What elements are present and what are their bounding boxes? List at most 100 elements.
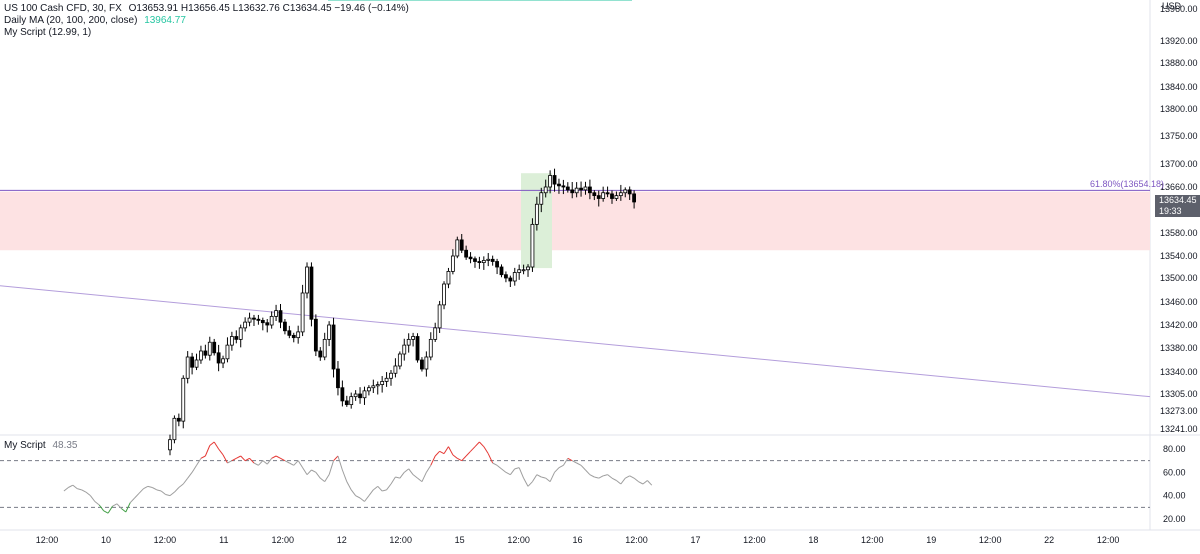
osc-segment-28 (187, 472, 193, 479)
osc-segment-89 (457, 457, 462, 462)
candle-body-68 (468, 256, 473, 260)
osc-segment-119 (589, 474, 595, 478)
osc-segment-2 (72, 484, 78, 490)
candle-body-4 (185, 356, 190, 379)
candle-body-6 (194, 359, 199, 368)
zones-layer (0, 173, 1150, 269)
candle-body-41 (349, 396, 354, 406)
candle-body-83 (534, 203, 539, 225)
supply-zone[interactable] (0, 191, 1150, 251)
osc-segment-101 (509, 468, 516, 475)
candle-body-102 (618, 192, 623, 197)
candle-body-29 (296, 331, 301, 339)
osc-segment-90 (461, 455, 467, 462)
candle-body-67 (464, 249, 469, 258)
time-label-12: 12:00 (743, 535, 766, 545)
time-label-5: 12 (337, 535, 347, 545)
time-label-16: 12:00 (979, 535, 1002, 545)
candle-body-105 (632, 193, 636, 203)
script-legend[interactable]: My Script (12.99, 1) (4, 26, 91, 39)
oscillator-legend[interactable]: My Script 48.35 (4, 439, 77, 452)
osc-segment-129 (633, 477, 639, 483)
osc-segment-13 (121, 508, 127, 513)
osc-segment-92 (470, 446, 476, 452)
osc-segment-81 (421, 472, 427, 482)
osc-segment-10 (107, 505, 113, 514)
candle-body-88 (557, 183, 561, 187)
candle-body-69 (473, 258, 477, 262)
daily-ma-legend[interactable]: Daily MA (20, 100, 200, close) 13964.77 (4, 14, 186, 27)
last-price-tag: 13634.45 19:33 (1155, 195, 1200, 217)
candle-body-64 (450, 255, 455, 272)
candle-body-104 (627, 189, 632, 195)
osc-segment-69 (368, 489, 374, 496)
candle-body-5 (190, 356, 195, 368)
price-tick-label-3: 13840.00 (1160, 82, 1198, 92)
price-tick-label-9: 13580.00 (1160, 228, 1198, 238)
osc-segment-91 (465, 450, 471, 457)
time-label-11: 17 (690, 535, 700, 545)
last-price-value: 13634.45 (1159, 195, 1197, 205)
osc-segment-80 (417, 477, 423, 483)
script-label: My Script (12.99, 1) (4, 27, 92, 38)
osc-segment-33 (209, 441, 215, 446)
osc-segment-130 (638, 481, 644, 485)
osc-segment-114 (567, 457, 573, 462)
candle-body-37 (331, 324, 336, 370)
osc-segment-105 (527, 481, 533, 487)
osc-segment-88 (452, 454, 458, 459)
osc-segment-3 (77, 488, 82, 491)
candle-body-80 (521, 269, 526, 272)
candle-body-35 (322, 338, 327, 358)
candle-body-50 (389, 372, 393, 379)
candle-body-53 (402, 344, 407, 355)
price-tick-label-7: 13660.00 (1160, 182, 1198, 192)
osc-segment-12 (116, 503, 122, 509)
candle-body-16 (238, 327, 243, 340)
osc-segment-64 (346, 481, 352, 491)
osc-segment-34 (213, 441, 220, 450)
price-tick-label-6: 13700.00 (1160, 159, 1198, 169)
osc-segment-18 (143, 485, 149, 490)
candle-body-70 (477, 261, 482, 264)
candles-layer (168, 168, 636, 456)
osc-segment-93 (474, 441, 480, 448)
price-tick-label-0: 13960.00 (1160, 4, 1198, 14)
candle-body-94 (583, 186, 588, 191)
candle-body-56 (415, 336, 420, 361)
candle-body-9 (207, 341, 212, 356)
osc-segment-7 (94, 501, 100, 506)
candle-body-44 (362, 390, 367, 399)
candle-body-77 (508, 277, 513, 282)
osc-tick-label-2: 40.00 (1163, 491, 1186, 501)
candle-body-19 (252, 317, 256, 320)
osc-segment-76 (399, 472, 405, 479)
candle-body-52 (397, 353, 402, 367)
osc-segment-82 (425, 465, 432, 473)
candle-body-62 (442, 283, 446, 306)
osc-segment-31 (200, 455, 206, 459)
osc-segment-110 (549, 472, 555, 482)
time-label-17: 22 (1044, 535, 1054, 545)
candle-body-22 (265, 322, 270, 326)
candle-body-49 (384, 377, 389, 382)
osc-segment-37 (227, 460, 233, 464)
main-series-legend[interactable]: US 100 Cash CFD, 30, FX O13653.91 H13656… (4, 2, 409, 15)
osc-segment-99 (501, 468, 507, 473)
time-label-9: 16 (573, 535, 583, 545)
candle-body-91 (570, 189, 575, 194)
trend-line[interactable] (0, 285, 1151, 398)
candle-body-78 (512, 272, 517, 282)
osc-segment-36 (222, 454, 228, 464)
candle-body-32 (309, 266, 314, 320)
candle-body-101 (614, 195, 619, 199)
candle-body-34 (318, 350, 323, 358)
osc-segment-128 (629, 475, 635, 479)
osc-segment-46 (266, 458, 273, 465)
candle-body-45 (366, 387, 371, 392)
osc-segment-127 (625, 475, 630, 479)
osc-segment-6 (90, 495, 96, 502)
candle-body-48 (380, 381, 385, 385)
